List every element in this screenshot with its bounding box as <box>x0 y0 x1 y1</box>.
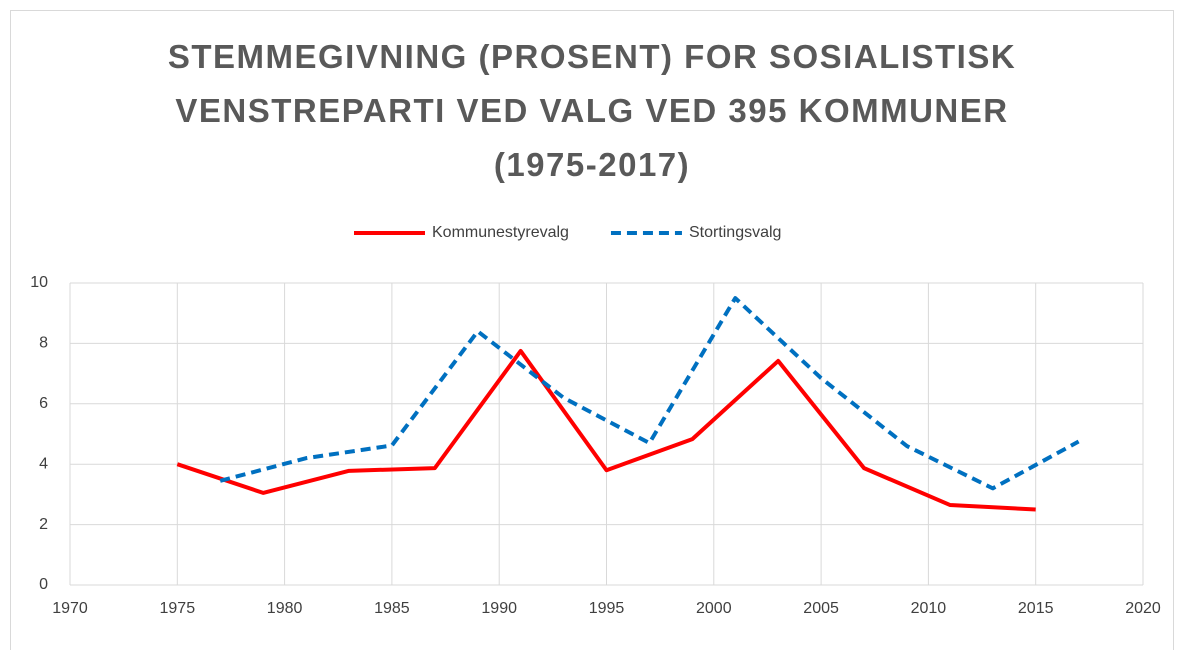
y-tick-label: 0 <box>39 576 48 593</box>
x-tick-label: 2015 <box>1018 600 1054 617</box>
data-line <box>219 296 1080 491</box>
y-tick-label: 2 <box>39 516 48 533</box>
x-tick-label: 2010 <box>911 600 947 617</box>
x-tick-label: 1985 <box>374 600 410 617</box>
x-tick-label: 2005 <box>803 600 839 617</box>
data-line <box>176 348 1036 512</box>
x-tick-label: 1990 <box>481 600 517 617</box>
legend-label: Kommunestyrevalg <box>432 224 569 241</box>
y-tick-label: 8 <box>39 335 48 352</box>
legend-label: Stortingsvalg <box>689 224 782 241</box>
x-tick-label: 2020 <box>1125 600 1161 617</box>
y-tick-label: 6 <box>39 395 48 412</box>
chart-title: STEMMEGIVNING (PROSENT) FOR SOSIALISTISK… <box>167 38 1017 183</box>
x-tick-label: 2000 <box>696 600 732 617</box>
y-tick-label: 10 <box>30 274 48 291</box>
y-tick-label: 4 <box>39 455 48 472</box>
x-tick-label: 1980 <box>267 600 303 617</box>
x-tick-label: 1995 <box>589 600 625 617</box>
chart-frame <box>10 10 1174 650</box>
x-tick-label: 1970 <box>52 600 88 617</box>
x-tick-label: 1975 <box>160 600 196 617</box>
